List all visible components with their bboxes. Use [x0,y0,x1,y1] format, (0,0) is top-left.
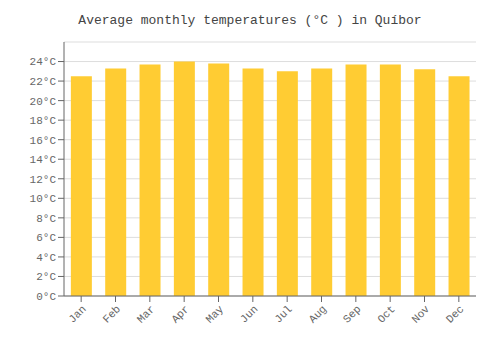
svg-text:Nov: Nov [410,303,433,326]
svg-text:12°C: 12°C [30,174,57,186]
svg-text:Sep: Sep [341,303,363,325]
svg-text:Jul: Jul [272,303,294,325]
svg-text:16°C: 16°C [30,135,57,147]
svg-text:18°C: 18°C [30,115,57,127]
svg-text:10°C: 10°C [30,193,57,205]
svg-text:Jun: Jun [238,303,260,325]
svg-text:24°C: 24°C [30,56,57,68]
svg-text:Mar: Mar [135,303,157,325]
svg-text:8°C: 8°C [36,213,56,225]
svg-text:Jan: Jan [66,303,88,325]
svg-text:Feb: Feb [101,303,123,325]
svg-text:Dec: Dec [444,303,466,325]
svg-text:May: May [204,303,227,326]
svg-text:22°C: 22°C [30,76,57,88]
svg-text:20°C: 20°C [30,96,57,108]
svg-text:Apr: Apr [169,303,191,325]
svg-text:Oct: Oct [375,303,397,325]
svg-text:0°C: 0°C [36,291,56,303]
svg-text:Aug: Aug [307,303,329,325]
svg-text:6°C: 6°C [36,232,56,244]
html-text:Average monthly temperatures (: Average monthly temperatures (°C ) in Qu… [78,13,422,28]
svg-text:2°C: 2°C [36,271,56,283]
svg-text:14°C: 14°C [30,154,57,166]
svg-text:4°C: 4°C [36,252,56,264]
